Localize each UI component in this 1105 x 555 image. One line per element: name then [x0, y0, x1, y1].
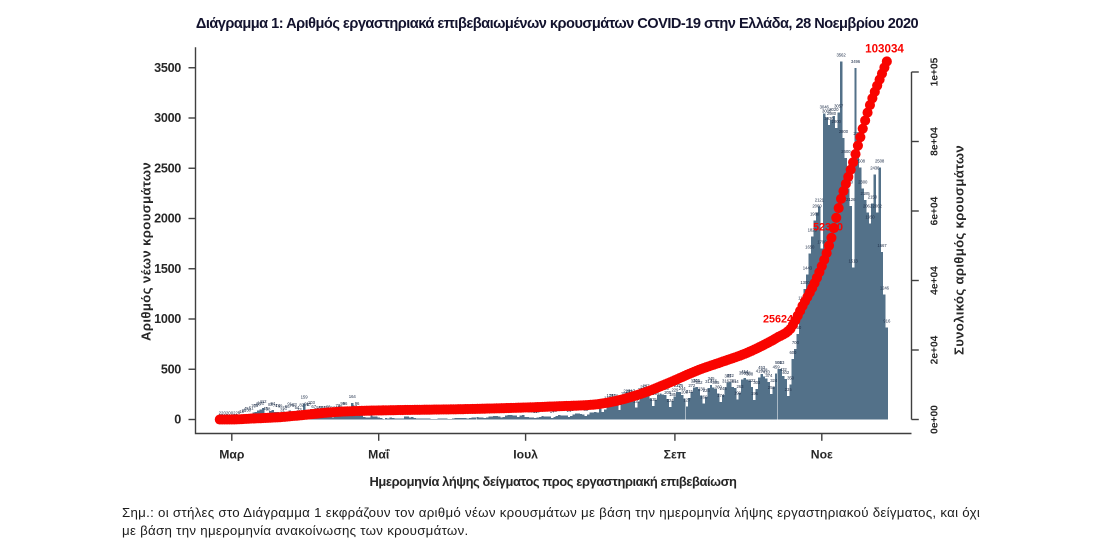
svg-text:243: 243 [720, 386, 728, 391]
svg-text:2000: 2000 [154, 212, 181, 226]
svg-text:2600: 2600 [841, 149, 851, 154]
svg-text:324: 324 [770, 378, 778, 383]
svg-text:2300: 2300 [858, 179, 868, 184]
svg-text:112: 112 [260, 399, 267, 404]
svg-text:Συνολικός αριθμός κρουσμάτων: Συνολικός αριθμός κρουσμάτων [952, 145, 967, 355]
svg-text:2800: 2800 [839, 129, 849, 134]
svg-text:2121: 2121 [815, 197, 825, 202]
svg-text:1443: 1443 [803, 265, 813, 270]
svg-text:Ημερομηνία λήψης δείγματος προ: Ημερομηνία λήψης δείγματος προς εργαστηρ… [370, 474, 737, 489]
svg-text:2500: 2500 [154, 161, 181, 175]
svg-text:388: 388 [746, 372, 754, 377]
svg-text:302: 302 [696, 380, 704, 385]
svg-text:Αριθμός νέων κρουσμάτων: Αριθμός νέων κρουσμάτων [139, 162, 154, 341]
svg-text:2508: 2508 [875, 158, 885, 163]
svg-text:Σεπ: Σεπ [664, 448, 686, 462]
svg-text:600: 600 [789, 350, 797, 355]
svg-text:1950: 1950 [865, 215, 875, 220]
svg-text:2062: 2062 [873, 203, 883, 208]
svg-text:160: 160 [700, 394, 708, 399]
svg-text:2060: 2060 [812, 203, 822, 208]
svg-text:2e+04: 2e+04 [930, 335, 941, 364]
svg-text:199: 199 [734, 391, 742, 396]
svg-text:1e+05: 1e+05 [930, 57, 941, 86]
svg-text:235: 235 [785, 387, 793, 392]
svg-text:1500: 1500 [154, 262, 181, 276]
svg-text:1667: 1667 [877, 243, 887, 248]
svg-text:263: 263 [736, 384, 744, 389]
svg-text:500: 500 [161, 362, 181, 376]
svg-text:3000: 3000 [154, 111, 181, 125]
svg-text:1300: 1300 [800, 280, 810, 285]
svg-text:6e+04: 6e+04 [930, 196, 941, 225]
svg-text:Ιουλ: Ιουλ [513, 448, 538, 462]
svg-text:0e+00: 0e+00 [930, 405, 941, 434]
svg-text:164: 164 [349, 394, 357, 399]
svg-text:103034: 103034 [865, 43, 904, 56]
svg-text:195: 195 [751, 391, 759, 396]
svg-text:124: 124 [667, 398, 675, 403]
svg-text:Μαΐ: Μαΐ [368, 448, 390, 462]
svg-text:4e+04: 4e+04 [930, 266, 941, 295]
svg-text:503: 503 [777, 360, 785, 365]
svg-text:1980: 1980 [810, 212, 820, 217]
svg-text:1000: 1000 [154, 312, 181, 326]
svg-text:Διάγραμμα 1: Αριθμός εργαστηρι: Διάγραμμα 1: Αριθμός εργαστηριακά επιβεβ… [196, 16, 919, 32]
svg-text:303: 303 [753, 380, 761, 385]
svg-text:2062: 2062 [863, 203, 873, 208]
svg-text:215: 215 [686, 389, 694, 394]
svg-text:0: 0 [174, 413, 181, 427]
svg-text:3500: 3500 [154, 61, 181, 75]
svg-text:1650: 1650 [805, 245, 815, 250]
svg-text:Μαρ: Μαρ [219, 448, 245, 462]
svg-text:3562: 3562 [836, 53, 846, 58]
svg-text:174: 174 [717, 393, 725, 398]
svg-text:185: 185 [669, 392, 677, 397]
svg-text:127: 127 [684, 398, 692, 403]
svg-text:159: 159 [301, 395, 309, 400]
svg-text:2126: 2126 [846, 197, 856, 202]
svg-text:38: 38 [266, 407, 271, 412]
svg-text:252: 252 [768, 385, 776, 390]
svg-text:135: 135 [650, 397, 658, 402]
svg-text:3496: 3496 [851, 59, 861, 64]
svg-text:2900: 2900 [832, 119, 842, 124]
svg-text:1246: 1246 [880, 285, 890, 290]
svg-text:700: 700 [792, 340, 800, 345]
svg-text:226: 226 [703, 388, 711, 393]
svg-text:2436: 2436 [870, 166, 880, 171]
svg-text:350: 350 [787, 375, 795, 380]
svg-text:1513: 1513 [849, 258, 859, 263]
svg-text:916: 916 [883, 318, 891, 323]
svg-text:8e+04: 8e+04 [930, 127, 941, 156]
svg-text:Νοε: Νοε [811, 448, 833, 462]
svg-text:3057: 3057 [834, 103, 844, 108]
svg-text:2150: 2150 [868, 194, 878, 199]
